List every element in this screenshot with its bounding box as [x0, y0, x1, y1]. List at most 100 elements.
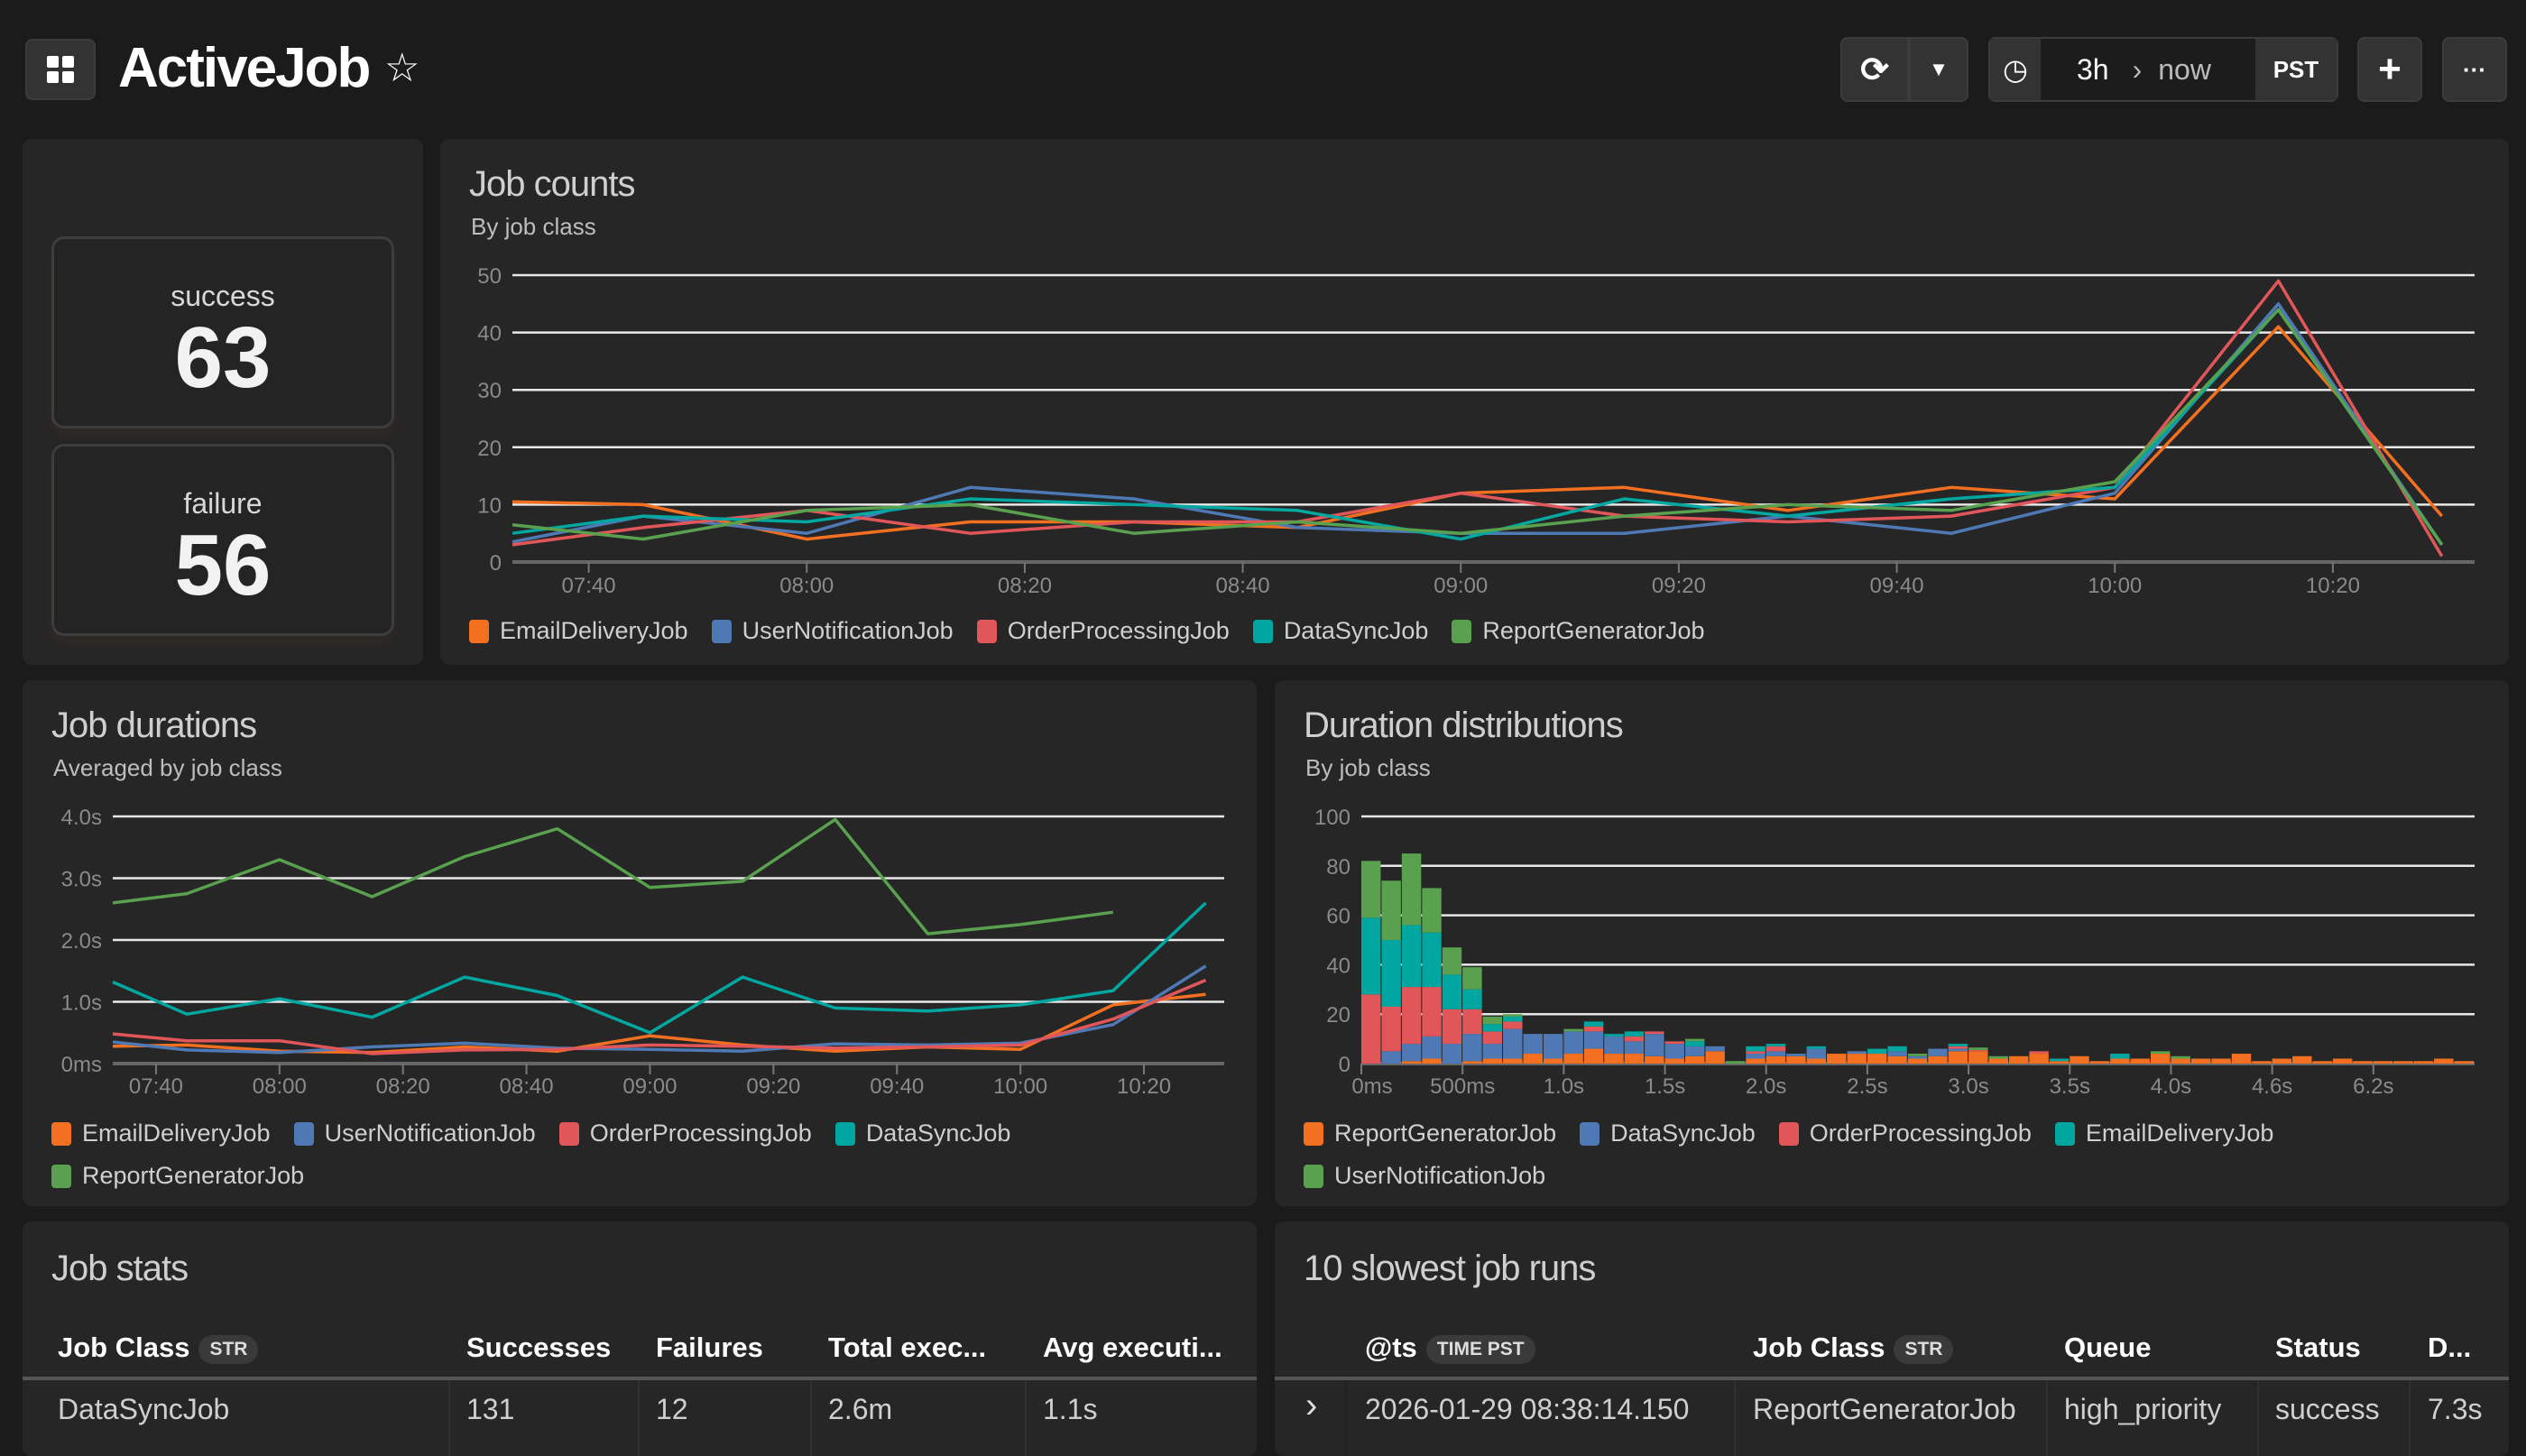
histogram-bar [1765, 1046, 1786, 1052]
histogram-bar [1847, 1054, 1867, 1064]
legend-item[interactable]: DataSyncJob [1580, 1120, 1756, 1147]
column-header-successes[interactable]: Successes [466, 1332, 612, 1363]
histogram-bar [1422, 932, 1442, 988]
dashboards-menu-button[interactable] [25, 39, 96, 100]
type-badge: STR [1894, 1334, 1954, 1364]
histogram-bar [1462, 989, 1482, 1009]
timezone-button[interactable]: PST [2255, 39, 2337, 100]
histogram-bar [1543, 1058, 1563, 1064]
legend-label: DataSyncJob [1610, 1120, 1756, 1147]
legend-item[interactable]: UserNotificationJob [293, 1120, 536, 1147]
histogram-bar [1968, 1049, 1988, 1052]
legend-item[interactable]: ReportGeneratorJob [1452, 617, 1705, 645]
time-range-picker[interactable]: ◷ 3h › now PST [1988, 37, 2338, 102]
more-options-button[interactable]: ··· [2442, 37, 2507, 102]
histogram-bar [1684, 1046, 1705, 1056]
column-header-job-class[interactable]: Job Class STR [1753, 1332, 1954, 1364]
x-tick-label: 4.0s [2151, 1074, 2191, 1099]
legend-label: OrderProcessingJob [1809, 1120, 2032, 1147]
dashboard-grid-icon [47, 56, 74, 83]
legend-item[interactable]: EmailDeliveryJob [51, 1120, 271, 1147]
series-line-ReportGeneratorJob [512, 308, 2444, 546]
legend-label: DataSyncJob [865, 1120, 1011, 1147]
panel-title: Duration distributions [1304, 705, 1624, 745]
histogram-bar [1503, 1014, 1523, 1017]
histogram-bar [1988, 1058, 2008, 1064]
histogram-bar [1523, 1034, 1543, 1055]
series-line-ReportGeneratorJob [112, 817, 1114, 935]
column-header-ts[interactable]: @ts TIME PST [1365, 1332, 1535, 1364]
histogram-bar [1422, 1036, 1442, 1059]
job-stats-panel: Job stats Job Class STR Successes Failure… [23, 1221, 1257, 1456]
header-divider [1275, 1377, 2509, 1380]
legend-item[interactable]: UserNotificationJob [1304, 1162, 1545, 1190]
x-tick-label: 2.0s [1746, 1074, 1786, 1099]
legend-item[interactable]: ReportGeneratorJob [1304, 1120, 1556, 1147]
column-divider [2046, 1380, 2048, 1456]
legend-item[interactable]: DataSyncJob [834, 1120, 1011, 1147]
histogram-bar [1462, 1009, 1482, 1035]
x-tick-label: 08:00 [253, 1074, 307, 1099]
column-divider [638, 1380, 640, 1456]
histogram-bar [1948, 1048, 1968, 1052]
legend-item[interactable]: OrderProcessingJob [558, 1120, 812, 1147]
cell-failures: 12 [656, 1393, 688, 1425]
caret-down-icon: ▼ [1929, 58, 1949, 80]
y-tick-label: 40 [1326, 954, 1351, 978]
histogram-bar [2151, 1051, 2171, 1055]
legend-swatch [469, 619, 489, 643]
histogram-bar [1786, 1055, 1806, 1064]
series-line-OrderProcessingJob [512, 279, 2444, 558]
histogram-bar [1887, 1055, 1907, 1064]
job-counts-panel: Job counts By job class 0 10 20 30 40 50 07:40… [440, 139, 2509, 665]
x-tick-label: 07:40 [129, 1074, 183, 1099]
stat-value: 56 [174, 517, 272, 613]
legend-item[interactable]: DataSyncJob [1252, 617, 1428, 645]
series-line-OrderProcessingJob [112, 978, 1207, 1055]
histogram-bar [1583, 1026, 1604, 1032]
legend-label: ReportGeneratorJob [1334, 1120, 1557, 1147]
chart-legend: EmailDeliveryJob UserNotificationJob Order… [51, 1120, 1224, 1190]
x-tick-label: 2.5s [1847, 1074, 1887, 1099]
histogram-bar [1684, 1055, 1705, 1064]
chart-legend: ReportGeneratorJob DataSyncJob OrderProces… [1304, 1120, 2476, 1190]
column-header-job-class[interactable]: Job Class STR [58, 1332, 259, 1364]
histogram-bar [1645, 1031, 1664, 1035]
column-header-failures[interactable]: Failures [656, 1332, 763, 1363]
chevron-right-icon[interactable]: › [1305, 1386, 1318, 1425]
histogram-bar [2171, 1055, 2190, 1059]
legend-item[interactable]: EmailDeliveryJob [2054, 1120, 2273, 1147]
column-header-avg-exec[interactable]: Avg executi... [1043, 1332, 1222, 1363]
refresh-button[interactable]: ⟳ [1840, 37, 1909, 102]
legend-item[interactable]: UserNotificationJob [711, 617, 954, 645]
histogram-bar [1765, 1044, 1786, 1046]
y-tick-label: 60 [1326, 905, 1351, 929]
column-header-queue[interactable]: Queue [2064, 1332, 2152, 1363]
column-header-duration[interactable]: D... [2428, 1332, 2472, 1363]
legend-item[interactable]: OrderProcessingJob [1778, 1120, 2032, 1147]
y-tick-label: 3.0s [61, 868, 102, 892]
job-durations-chart: 0ms 1.0s 2.0s 3.0s 4.0s 07:40 08:00 08:20 08:40 0… [61, 806, 1224, 1099]
histogram-bar [1381, 1051, 1401, 1064]
histogram-bar [2171, 1058, 2190, 1064]
column-header-status[interactable]: Status [2275, 1332, 2361, 1363]
histogram-bar [1361, 861, 1381, 918]
column-header-total-exec[interactable]: Total exec... [828, 1332, 987, 1363]
star-outline-icon[interactable]: ☆ [384, 46, 420, 90]
histogram-bar [1928, 1048, 1948, 1056]
cell-queue: high_priority [2064, 1393, 2222, 1425]
histogram-bar [1361, 994, 1381, 1064]
job-durations-panel: Job durations Averaged by job class 0ms 1… [23, 680, 1257, 1206]
legend-swatch [558, 1121, 579, 1146]
histogram-bar [1948, 1044, 1968, 1046]
histogram-bar [1482, 1031, 1503, 1045]
legend-item[interactable]: ReportGeneratorJob [51, 1162, 304, 1190]
legend-label: ReportGeneratorJob [82, 1162, 305, 1189]
legend-item[interactable]: OrderProcessingJob [976, 617, 1230, 645]
histogram-bar [1988, 1055, 2008, 1059]
refresh-interval-dropdown[interactable]: ▼ [1909, 37, 1968, 102]
legend-item[interactable]: EmailDeliveryJob [469, 617, 688, 645]
legend-swatch [51, 1164, 71, 1188]
add-panel-button[interactable]: + [2357, 37, 2422, 102]
histogram-bar [1462, 967, 1482, 990]
